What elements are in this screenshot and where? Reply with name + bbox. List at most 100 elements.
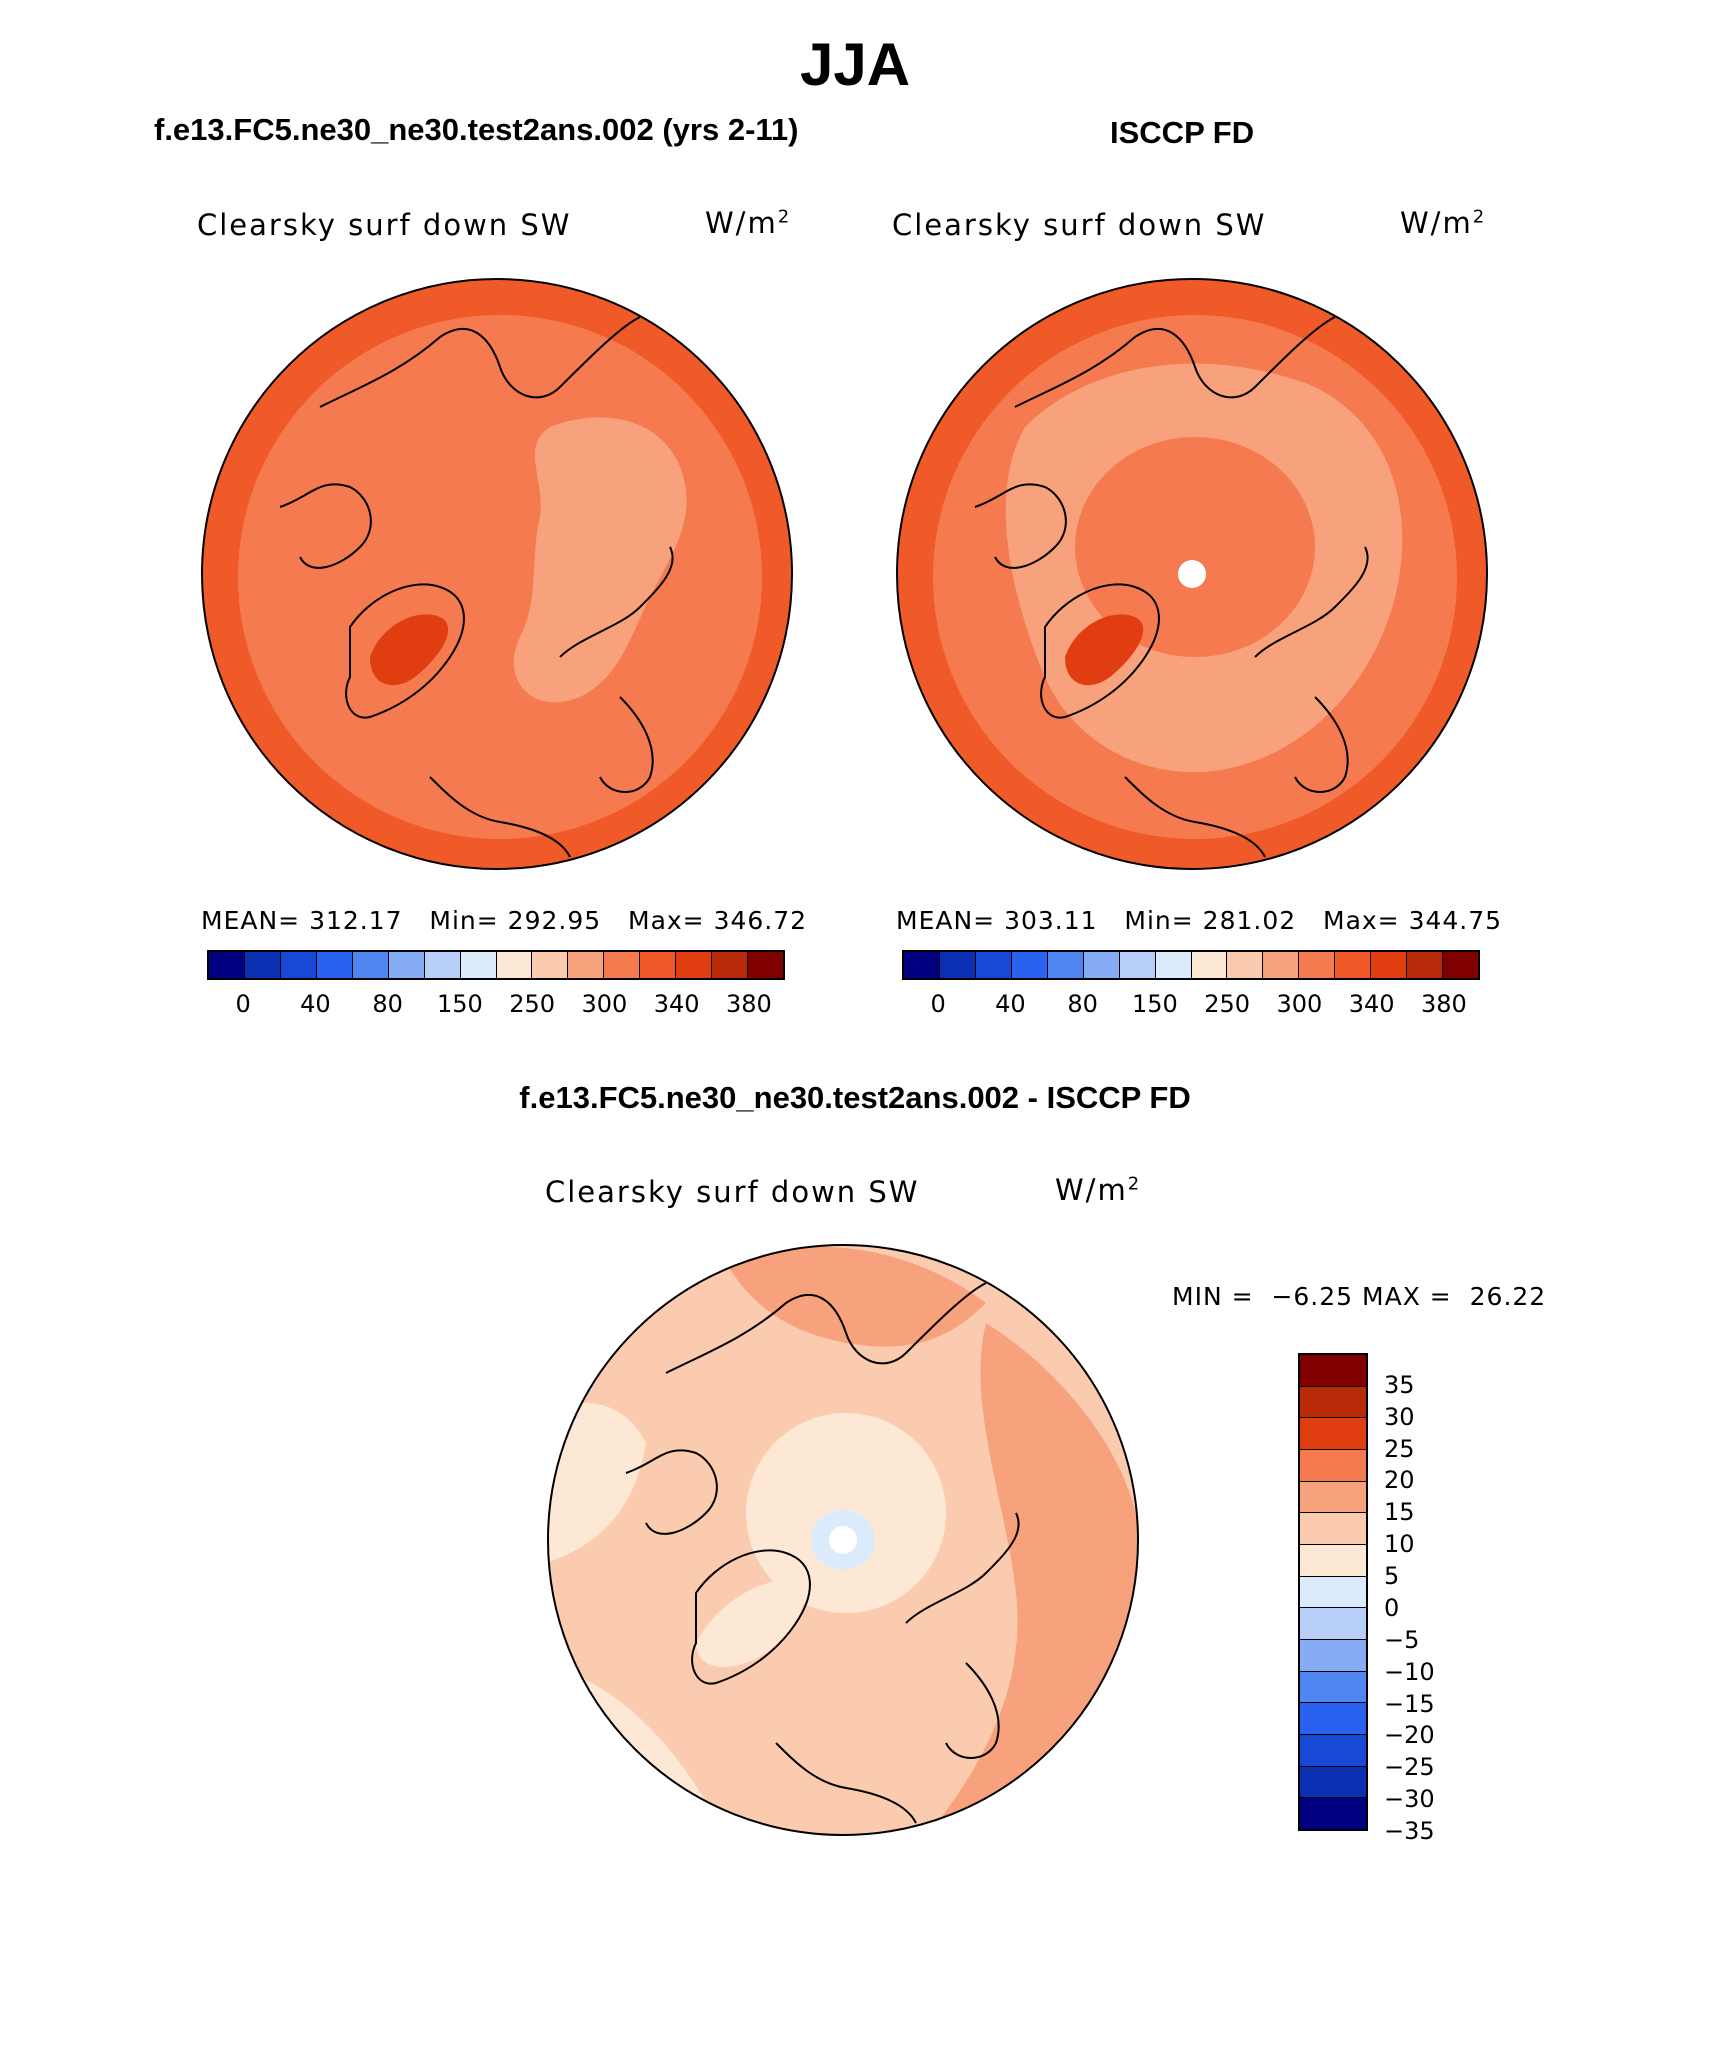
colorbar-tick-label: 10 <box>1384 1530 1415 1559</box>
difference-greenland-low <box>696 1581 805 1667</box>
colorbar-tick-label: 40 <box>300 990 331 1018</box>
colorbar-box <box>532 952 569 978</box>
colorbar-box <box>1300 1735 1366 1767</box>
colorbar-box <box>1119 952 1156 978</box>
figure-title: JJA <box>799 31 911 98</box>
panel1-case-title: f.e13.FC5.ne30_ne30.test2ans.002 (yrs 2-… <box>154 112 799 147</box>
panel2-max-value: 344.75 <box>1408 906 1503 935</box>
panel1-coastlines <box>279 316 674 858</box>
colorbar-box <box>904 952 940 978</box>
colorbar-box <box>1443 952 1478 978</box>
difference-pole-hole <box>829 1526 857 1554</box>
colorbar-tick-label: 15 <box>1384 1498 1415 1527</box>
panel1-mean-value: 312.17 <box>309 906 403 935</box>
colorbar-tick-label: −15 <box>1384 1689 1435 1718</box>
colorbar-tick-label: 150 <box>1131 990 1178 1018</box>
panel1-mid-field <box>238 315 762 839</box>
difference-units: W/m2 <box>1055 1173 1142 1207</box>
panel1-map-boundary <box>201 278 793 870</box>
colorbar-box <box>640 952 677 978</box>
colorbar-tick-label: 25 <box>1384 1434 1415 1463</box>
panel2-colorbar <box>902 950 1480 980</box>
colorbar-tick-label: −30 <box>1384 1785 1435 1814</box>
panel2-min-value: 281.02 <box>1202 906 1297 935</box>
colorbar-tick-label: 35 <box>1384 1370 1415 1399</box>
colorbar-box <box>1300 1450 1366 1482</box>
colorbar-box <box>676 952 713 978</box>
colorbar-box <box>1300 1386 1366 1419</box>
panel1-colorbar <box>207 950 785 980</box>
colorbar-box <box>1300 1418 1366 1451</box>
colorbar-box <box>316 952 353 978</box>
panel2-map-boundary <box>896 278 1488 870</box>
panel2-case-title: ISCCP FD <box>1110 115 1255 150</box>
colorbar-box <box>1300 1576 1366 1609</box>
panel2-units: W/m2 <box>1400 206 1487 240</box>
panel2-mean-value: 303.11 <box>1004 906 1098 935</box>
panel2-stats: MEAN= 303.11 Min= 281.02 Max= 344.75 <box>896 906 1503 935</box>
colorbar-box <box>388 952 425 978</box>
panel1-light-region <box>513 417 687 703</box>
colorbar-box <box>1300 1545 1366 1577</box>
colorbar-box <box>1263 952 1300 978</box>
difference-colorbar <box>1298 1353 1368 1831</box>
panel2-polar-map <box>896 278 1488 870</box>
colorbar-box <box>604 952 641 978</box>
colorbar-box <box>748 952 783 978</box>
colorbar-tick-label: −25 <box>1384 1753 1435 1782</box>
colorbar-box <box>1191 952 1228 978</box>
colorbar-tick-label: 20 <box>1384 1466 1415 1495</box>
panel1-max-value: 346.72 <box>713 906 808 935</box>
colorbar-box <box>1300 1766 1366 1799</box>
colorbar-tick-label: −20 <box>1384 1721 1435 1750</box>
difference-minmax: MIN = −6.25 MAX = 26.22 <box>1172 1282 1547 1311</box>
colorbar-tick-label: 340 <box>653 990 700 1018</box>
colorbar-box <box>1300 1513 1366 1546</box>
colorbar-box <box>712 952 749 978</box>
colorbar-tick-label: −35 <box>1384 1817 1435 1845</box>
colorbar-box <box>1371 952 1408 978</box>
difference-polar-map <box>547 1244 1139 1836</box>
colorbar-tick-label: 340 <box>1348 990 1395 1018</box>
panel1-min-value: 292.95 <box>507 906 602 935</box>
colorbar-tick-label: 380 <box>725 990 772 1018</box>
colorbar-tick-label: 0 <box>1384 1593 1400 1622</box>
difference-min-value: −6.25 <box>1271 1282 1354 1311</box>
difference-map-boundary <box>547 1244 1139 1836</box>
difference-max-value: 26.22 <box>1469 1282 1547 1311</box>
colorbar-box <box>1083 952 1120 978</box>
colorbar-box <box>1011 952 1048 978</box>
panel1-units: W/m2 <box>705 206 792 240</box>
colorbar-box <box>1335 952 1372 978</box>
difference-west-low <box>548 1403 646 1563</box>
colorbar-box <box>244 952 281 978</box>
colorbar-tick-label: 40 <box>995 990 1026 1018</box>
colorbar-box <box>1407 952 1444 978</box>
colorbar-box <box>209 952 245 978</box>
panel2-variable-label: Clearsky surf down SW <box>892 208 1267 242</box>
difference-coastlines <box>625 1282 1020 1824</box>
colorbar-tick-label: 0 <box>930 990 946 1018</box>
panel1-greenland-high <box>370 614 449 686</box>
colorbar-box <box>352 952 389 978</box>
colorbar-box <box>280 952 317 978</box>
colorbar-box <box>1300 1355 1366 1387</box>
colorbar-tick-label: 30 <box>1384 1402 1415 1431</box>
colorbar-box <box>1300 1481 1366 1514</box>
colorbar-tick-label: −5 <box>1384 1625 1420 1654</box>
colorbar-box <box>1155 952 1192 978</box>
colorbar-box <box>1299 952 1336 978</box>
colorbar-tick-label: 300 <box>1276 990 1323 1018</box>
colorbar-box <box>424 952 461 978</box>
panel2-coastlines <box>974 316 1369 858</box>
panel2-greenland-high <box>1065 614 1144 686</box>
colorbar-tick-label: 250 <box>1204 990 1251 1018</box>
colorbar-tick-label: 80 <box>372 990 403 1018</box>
colorbar-box <box>1300 1703 1366 1736</box>
colorbar-box <box>939 952 976 978</box>
colorbar-tick-label: −10 <box>1384 1657 1435 1686</box>
colorbar-box <box>1227 952 1264 978</box>
colorbar-tick-label: 380 <box>1420 990 1467 1018</box>
colorbar-box <box>1047 952 1084 978</box>
difference-title: f.e13.FC5.ne30_ne30.test2ans.002 - ISCCP… <box>519 1080 1191 1115</box>
